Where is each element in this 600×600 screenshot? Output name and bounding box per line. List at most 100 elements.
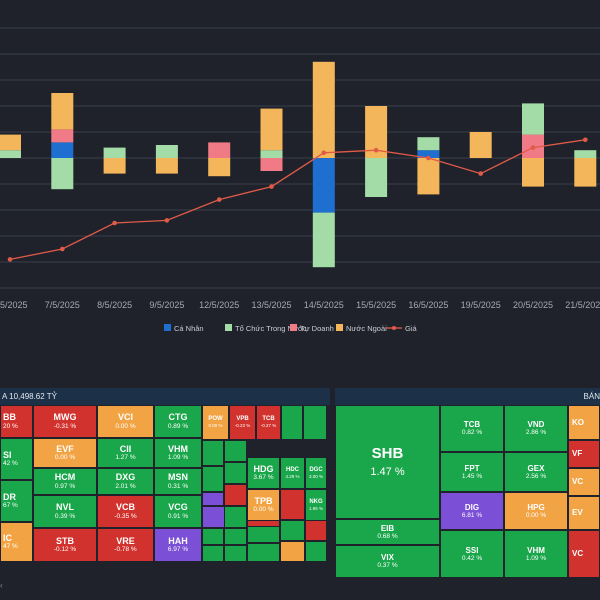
treemap-cell-small[interactable] — [281, 405, 303, 440]
treemap-cell-fpt[interactable]: FPT 1.45 % — [440, 452, 504, 492]
cell-symbol: HDC — [286, 466, 299, 473]
treemap-cell-ctg[interactable]: CTG 0.89 % — [154, 405, 202, 438]
cell-symbol: CTG — [168, 412, 188, 423]
bar-Nước Ngoài — [522, 158, 544, 187]
treemap-cell-vc[interactable]: VC — [568, 468, 600, 496]
cell-symbol: VHM — [527, 545, 545, 555]
treemap-cell-shb[interactable]: SHB 1.47 % — [335, 405, 440, 519]
treemap-cell-ev[interactable]: EV — [568, 496, 600, 530]
treemap-cell-ko[interactable]: KO — [568, 405, 600, 440]
treemap-cell-vhm[interactable]: VHM 1.09 % — [154, 438, 202, 468]
treemap-cell-small[interactable] — [224, 545, 247, 562]
bar-Tự Doanh — [208, 142, 231, 158]
treemap-cell-pow[interactable]: POW 0.00 % — [202, 405, 229, 440]
treemap-cell-eib[interactable]: EIB 0.68 % — [335, 519, 440, 545]
bar-Cá Nhân — [417, 150, 440, 158]
treemap-cell-hpg[interactable]: HPG 0.00 % — [504, 492, 568, 530]
cell-symbol: DIG — [464, 502, 480, 512]
cell-change: 0.00 % — [54, 454, 76, 462]
cell-change: 1.45 % — [461, 472, 483, 480]
cell-change: 0.91 % — [167, 512, 189, 520]
cell-symbol: TCB — [463, 420, 481, 429]
treemap-cell-vf[interactable]: VF — [568, 440, 600, 468]
cell-change: 2.56 % — [525, 472, 547, 480]
treemap-cell-small[interactable] — [303, 405, 327, 440]
x-tick-label: 21/5/2025 — [565, 300, 600, 310]
cell-change: 6.97 % — [167, 546, 189, 554]
cell-change: 0.00 % — [525, 511, 547, 519]
treemap-cell-small[interactable] — [224, 462, 247, 484]
treemap-cell-evf[interactable]: EVF 0.00 % — [33, 438, 97, 468]
treemap-cell-small[interactable] — [202, 492, 224, 506]
cell-change: 6.81 % — [461, 511, 483, 519]
cell-change: 0.31 % — [167, 482, 189, 490]
treemap-cell-vcb[interactable]: VCB -0.35 % — [97, 495, 154, 528]
treemap-cell-gex[interactable]: GEX 2.56 % — [504, 452, 568, 492]
price-point — [478, 171, 484, 176]
cell-change: 1.47 % — [370, 466, 405, 479]
treemap-cell-small[interactable] — [305, 541, 327, 562]
treemap-cell-nkg[interactable]: NKG 1.95 % — [305, 489, 327, 521]
treemap-cell-bb[interactable]: BB 20 % — [0, 405, 33, 438]
treemap-cell-tpb[interactable]: TPB 0.00 % — [247, 489, 280, 521]
treemap-cell-si[interactable]: SI 42 % — [0, 438, 33, 480]
treemap-cell-msn[interactable]: MSN 0.31 % — [154, 468, 202, 495]
back-icon[interactable]: ‹ — [0, 581, 3, 590]
price-point — [321, 150, 327, 156]
treemap-cell-stb[interactable]: STB -0.12 % — [33, 528, 97, 562]
treemap-cell-ssi[interactable]: SSI 0.42 % — [440, 530, 504, 578]
treemap-cell-dr[interactable]: DR 67 % — [0, 480, 33, 522]
treemap-cell-vnd[interactable]: VND 2.86 % — [504, 405, 568, 452]
treemap-cell-small[interactable] — [224, 528, 247, 545]
cell-change: 0.82 % — [461, 429, 483, 437]
bar-Tổ Chức Trong Nước — [522, 103, 544, 135]
treemap-cell-hdc[interactable]: HDC 4.29 % — [280, 457, 305, 489]
treemap-cell-vhm[interactable]: VHM 1.09 % — [504, 530, 568, 578]
treemap-cell-hah[interactable]: HAH 6.97 % — [154, 528, 202, 562]
treemap-cell-small[interactable] — [224, 506, 247, 528]
treemap-cell-mwg[interactable]: MWG -0.31 % — [33, 405, 97, 438]
price-point — [426, 155, 431, 161]
cell-change: 0.42 % — [461, 554, 483, 562]
cell-symbol: VC — [572, 549, 584, 559]
treemap-cell-small[interactable] — [202, 528, 224, 545]
cell-symbol: VCI — [117, 412, 133, 423]
treemap-cell-small[interactable] — [280, 520, 305, 541]
treemap-cell-small[interactable] — [280, 541, 305, 562]
cell-symbol: VCB — [115, 502, 135, 513]
treemap-cell-vpb[interactable]: VPB -0.23 % — [229, 405, 256, 440]
treemap-cell-small[interactable] — [247, 526, 280, 543]
treemap-cell-dig[interactable]: DIG 6.81 % — [440, 492, 504, 530]
cell-change: 20 % — [3, 422, 18, 430]
treemap-cell-hdg[interactable]: HDG 3.67 % — [247, 457, 280, 489]
legend-label: Tổ Chức Trong Nước — [235, 324, 307, 333]
treemap-cell-small[interactable] — [247, 543, 280, 562]
cell-symbol: VND — [527, 420, 545, 429]
treemap-cell-hcm[interactable]: HCM 0.97 % — [33, 468, 97, 495]
cell-change: -0.27 % — [260, 423, 277, 429]
bar-Nước Ngoài — [417, 158, 440, 195]
treemap-cell-ic[interactable]: IC 47 % — [0, 522, 33, 562]
treemap-cell-small[interactable] — [202, 466, 224, 492]
treemap-cell-vc[interactable]: VC — [568, 530, 600, 578]
cell-symbol: HPG — [527, 502, 545, 512]
treemap-cell-dxg[interactable]: DXG 2.01 % — [97, 468, 154, 495]
cell-change: 3.00 % — [308, 473, 323, 479]
cell-symbol: DXG — [115, 472, 136, 483]
cell-change: 0.39 % — [54, 512, 76, 520]
treemap-cell-vix[interactable]: VIX 0.37 % — [335, 545, 440, 578]
treemap-cell-vre[interactable]: VRE -0.78 % — [97, 528, 154, 562]
treemap-cell-dgc[interactable]: DGC 3.00 % — [305, 457, 327, 489]
treemap-cell-small[interactable] — [224, 484, 247, 506]
treemap-cell-tcb[interactable]: TCB 0.82 % — [440, 405, 504, 452]
treemap-cell-vci[interactable]: VCI 0.00 % — [97, 405, 154, 438]
treemap-cell-nvl[interactable]: NVL 0.39 % — [33, 495, 97, 528]
cell-symbol: MWG — [53, 412, 77, 423]
treemap-cell-small[interactable] — [280, 489, 305, 520]
treemap-cell-small[interactable] — [202, 440, 224, 466]
treemap-cell-vcg[interactable]: VCG 0.91 % — [154, 495, 202, 528]
treemap-cell-tcb[interactable]: TCB -0.27 % — [256, 405, 281, 440]
treemap-cell-small[interactable] — [224, 440, 247, 462]
treemap-cell-cii[interactable]: CII 1.27 % — [97, 438, 154, 468]
treemap-cell-small[interactable] — [202, 545, 224, 562]
